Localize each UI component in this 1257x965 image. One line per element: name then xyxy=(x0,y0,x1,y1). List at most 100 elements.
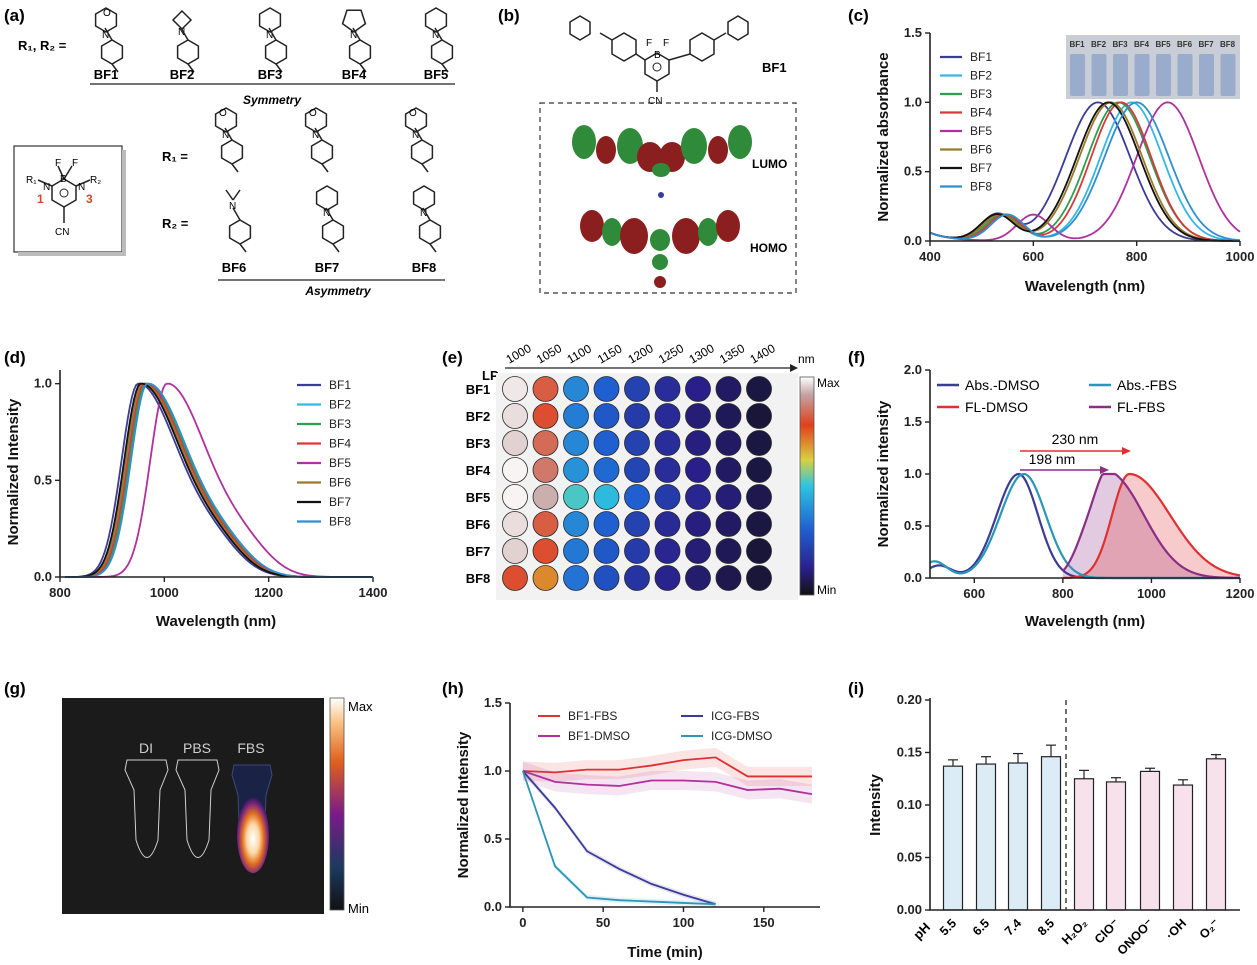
abs-line-bf7 xyxy=(929,101,1241,242)
asymmetry-caption: Asymmetry xyxy=(304,284,372,298)
x-tick-label: 50 xyxy=(596,915,610,930)
y-tick-label: 0.0 xyxy=(904,570,922,585)
legend-label-bf8: BF8 xyxy=(329,515,351,529)
y-tick-label: 0.0 xyxy=(484,899,502,914)
vial-bf1 xyxy=(1070,54,1085,96)
panel-i-bars: 5.5 6.5 7.4 8.5 H₂O₂ ClO⁻ONOO⁻ ·OH O₂⁻ pH 0.00 0.0… xyxy=(867,692,1240,958)
orbital-box xyxy=(539,102,797,294)
stability-curves xyxy=(521,747,813,907)
bar-5-5-0 xyxy=(942,765,964,911)
line-fl-dmso xyxy=(1062,472,1241,580)
panel-c-xlabel: Wavelength (nm) xyxy=(1025,278,1145,295)
panel-label-i: (i) xyxy=(848,679,864,698)
intensity-bars xyxy=(942,744,1227,911)
well-bf1-1300 xyxy=(685,376,711,402)
vial-label-bf2: BF2 xyxy=(1091,40,1107,49)
vial-photo: BF1 BF2 BF3 BF4 BF5 BF6 BF7 BF8 xyxy=(1066,35,1240,99)
well-bf3-1350 xyxy=(715,430,742,456)
bf6-r2-benzene xyxy=(228,219,252,245)
bf8-r2-attach xyxy=(429,243,437,253)
tube-pbs xyxy=(175,759,220,858)
bar-onoo-6 xyxy=(1139,770,1161,911)
bf7-r2-n-bond xyxy=(325,207,334,221)
panel-d-emission: 0.0 0.5 1.0 800 1000 1200 1400 Wavelength (nm)… xyxy=(5,370,387,630)
well-bf2-1050 xyxy=(532,403,559,429)
y-tick-label: 0.0 xyxy=(904,233,922,248)
label-bf2: BF2 xyxy=(170,67,195,82)
label-bf1: BF1 xyxy=(94,67,119,82)
core-cn: CN xyxy=(55,227,69,238)
y-tick-label: 0.5 xyxy=(34,472,52,487)
r1-1-benzene xyxy=(310,139,334,165)
legend-label-fl-fbs: FL-FBS xyxy=(1117,399,1165,415)
tube-colorbar xyxy=(329,697,345,911)
symmetry-caption: Symmetry xyxy=(243,93,302,107)
well-bf5-1100 xyxy=(563,484,589,510)
vial-bf7 xyxy=(1199,54,1214,96)
well-bf3-1000 xyxy=(502,430,528,456)
legend-label-bf2: BF2 xyxy=(970,69,992,83)
panel-f-legend: Abs.-DMSO FL-DMSO Abs.-FBS FL-FBS xyxy=(937,377,1177,415)
x-tick-label: 1000 xyxy=(1226,249,1255,264)
well-bf6-1400 xyxy=(746,511,772,537)
panel-g-tubes: DI PBS FBS Max Min xyxy=(62,697,373,916)
category-label-5: ClO⁻ xyxy=(1092,916,1123,947)
bf7-r2-benzene xyxy=(321,219,345,245)
row-label-bf7: BF7 xyxy=(466,544,491,559)
label-bf4: BF4 xyxy=(342,67,367,82)
well-bf5-1050 xyxy=(532,484,559,510)
well-bf3-1400 xyxy=(746,430,772,456)
bf1-f-left: F xyxy=(646,38,652,49)
bf1-structure: F F B CN xyxy=(569,15,749,107)
well-bf6-1000 xyxy=(502,511,528,537)
label-bf3: BF3 xyxy=(258,67,283,82)
category-label-0: 5.5 xyxy=(937,916,959,938)
well-bf4-1050 xyxy=(532,457,559,483)
panel-label-g: (g) xyxy=(4,679,26,698)
panel-c-legend: BF1 BF2 BF3 BF4 BF5 BF6 BF7 BF8 xyxy=(940,50,992,194)
y-tick-label: 0.5 xyxy=(484,831,502,846)
vial-label-bf4: BF4 xyxy=(1134,40,1150,49)
bf6-r2-n-bond xyxy=(232,207,241,221)
legend-label-bf4: BF4 xyxy=(970,106,992,120)
well-bf5-1400 xyxy=(746,484,772,510)
legend-label-bf6: BF6 xyxy=(329,476,351,490)
vial-bf6 xyxy=(1177,54,1193,96)
well-bf3-1100 xyxy=(563,430,589,456)
well-bf1-1350 xyxy=(715,376,742,402)
well-bf8-1400 xyxy=(746,565,772,591)
legend-label-bf3: BF3 xyxy=(329,417,351,431)
legend-label-bf7: BF7 xyxy=(970,161,992,175)
well-bf5-1350 xyxy=(715,484,742,510)
column-label-1250: 1250 xyxy=(656,341,686,367)
tube-image-bg xyxy=(62,698,324,914)
category-label-8: O₂⁻ xyxy=(1197,916,1223,942)
bar-6-5-1 xyxy=(975,763,997,911)
core-structure: F F B N N R₁ R₂ 1 3 CN xyxy=(26,158,101,238)
vial-bf4 xyxy=(1134,54,1150,96)
r1-label: R₁ = xyxy=(162,149,188,164)
x-tick-label: 1400 xyxy=(359,585,388,600)
bf1-attach xyxy=(111,63,119,73)
tube-min-label: Min xyxy=(348,901,369,916)
well-bf8-1250 xyxy=(654,565,681,591)
well-bf1-1200 xyxy=(624,376,650,402)
row-label-bf2: BF2 xyxy=(466,409,491,424)
bf2-n-bond xyxy=(180,27,189,41)
y-tick-label: 1.5 xyxy=(484,695,502,710)
arrow-198nm-head xyxy=(1100,466,1109,474)
well-bf2-1150 xyxy=(593,403,620,429)
error-band-bf1-dmso xyxy=(522,761,812,804)
well-bf4-1000 xyxy=(502,457,528,483)
y-tick-label: 0.10 xyxy=(897,797,922,812)
bf8-r2-benzene xyxy=(418,219,442,245)
bf2-amine-ring xyxy=(171,9,193,31)
r1-o-atom-2: O xyxy=(409,108,417,119)
panel-label-a: (a) xyxy=(4,6,25,25)
panel-label-h: (h) xyxy=(442,679,464,698)
category-label-7: ·OH xyxy=(1163,916,1189,942)
x-tick-label: 1000 xyxy=(1137,586,1166,601)
category-label-1: 6.5 xyxy=(970,916,992,938)
vial-label-bf6: BF6 xyxy=(1177,40,1193,49)
r1-o-atom-0: O xyxy=(219,108,227,119)
